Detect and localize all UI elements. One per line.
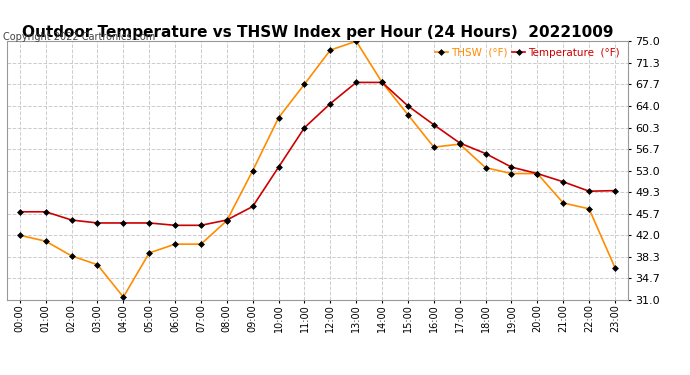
THSW  (°F) (482, 165, 490, 170)
Line: Temperature  (°F): Temperature (°F) (18, 80, 617, 227)
THSW  (°F) (197, 242, 205, 246)
THSW  (°F) (68, 254, 76, 258)
Temperature  (°F) (430, 123, 438, 127)
Temperature  (°F) (533, 171, 542, 176)
Temperature  (°F) (68, 218, 76, 222)
Temperature  (°F) (93, 221, 101, 225)
THSW  (°F) (300, 82, 308, 86)
Temperature  (°F) (507, 165, 515, 170)
Temperature  (°F) (404, 104, 412, 108)
THSW  (°F) (223, 218, 231, 223)
Temperature  (°F) (482, 152, 490, 156)
Temperature  (°F) (145, 221, 153, 225)
Temperature  (°F) (352, 80, 360, 85)
THSW  (°F) (352, 39, 360, 44)
THSW  (°F) (41, 239, 50, 243)
Temperature  (°F) (300, 126, 308, 130)
Temperature  (°F) (275, 165, 283, 170)
THSW  (°F) (404, 112, 412, 117)
Line: THSW  (°F): THSW (°F) (18, 39, 617, 299)
THSW  (°F) (559, 201, 567, 205)
THSW  (°F) (145, 251, 153, 255)
Temperature  (°F) (41, 210, 50, 214)
Temperature  (°F) (559, 180, 567, 184)
Temperature  (°F) (119, 221, 128, 225)
THSW  (°F) (171, 242, 179, 246)
THSW  (°F) (119, 295, 128, 299)
Temperature  (°F) (326, 101, 335, 106)
THSW  (°F) (248, 168, 257, 173)
Text: Copyright 2022 Cartronics.com: Copyright 2022 Cartronics.com (3, 32, 156, 42)
THSW  (°F) (611, 266, 619, 270)
THSW  (°F) (533, 171, 542, 176)
Temperature  (°F) (248, 204, 257, 209)
THSW  (°F) (585, 207, 593, 211)
Temperature  (°F) (16, 210, 24, 214)
THSW  (°F) (326, 48, 335, 52)
THSW  (°F) (93, 262, 101, 267)
THSW  (°F) (16, 233, 24, 238)
Temperature  (°F) (585, 189, 593, 194)
Temperature  (°F) (611, 188, 619, 193)
Title: Outdoor Temperature vs THSW Index per Hour (24 Hours)  20221009: Outdoor Temperature vs THSW Index per Ho… (21, 25, 613, 40)
Temperature  (°F) (171, 223, 179, 228)
Temperature  (°F) (455, 141, 464, 145)
Temperature  (°F) (197, 223, 205, 228)
THSW  (°F) (507, 171, 515, 176)
THSW  (°F) (455, 142, 464, 146)
THSW  (°F) (275, 116, 283, 120)
THSW  (°F) (430, 145, 438, 149)
Temperature  (°F) (378, 80, 386, 85)
Legend: THSW  (°F), Temperature  (°F): THSW (°F), Temperature (°F) (435, 48, 620, 58)
Temperature  (°F) (223, 218, 231, 222)
THSW  (°F) (378, 80, 386, 85)
